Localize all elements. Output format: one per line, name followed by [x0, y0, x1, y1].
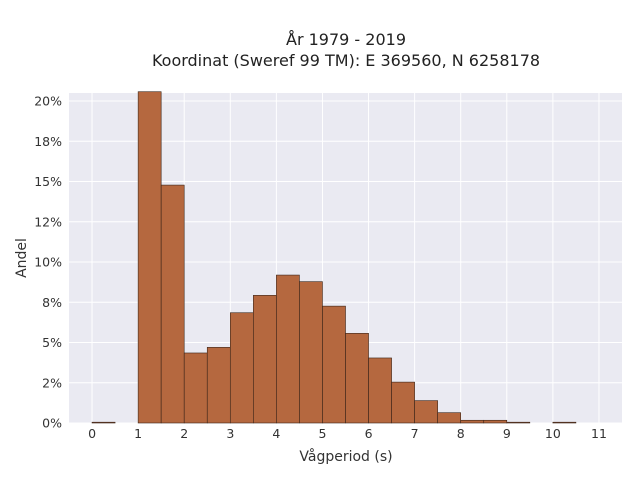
x-tick-label-0: 0 — [88, 426, 96, 441]
y-tick-label-1: 2% — [42, 375, 62, 390]
bar-7 — [276, 274, 300, 424]
x-axis-label: Vågperiod (s) — [299, 448, 392, 465]
x-tick-label-1: 1 — [134, 426, 142, 441]
bars — [91, 91, 577, 424]
x-tick-label-6: 6 — [365, 426, 373, 441]
bar-4 — [206, 347, 231, 424]
bar-15 — [460, 419, 485, 424]
x-tick-label-8: 8 — [457, 426, 465, 441]
y-tick-label-4: 10% — [34, 255, 62, 270]
bar-1 — [137, 91, 162, 424]
y-axis-label: Andel — [14, 238, 30, 278]
x-axis-ticks: 0 1 2 3 4 5 6 7 8 9 10 11 — [88, 426, 607, 441]
chart-subtitle: Koordinat (Sweref 99 TM): E 369560, N 62… — [152, 51, 540, 70]
y-tick-label-7: 18% — [34, 134, 62, 149]
x-tick-label-9: 9 — [503, 426, 511, 441]
y-tick-label-5: 12% — [34, 214, 62, 229]
x-tick-label-7: 7 — [411, 426, 419, 441]
x-tick-label-11: 11 — [591, 426, 607, 441]
y-axis-ticks: 0% 2% 5% 8% 10% 12% 15% 18% 20% — [34, 94, 62, 431]
chart-title: År 1979 - 2019 — [286, 30, 406, 49]
bar-3 — [183, 352, 208, 424]
bar-16 — [483, 419, 508, 424]
bar-14 — [437, 412, 462, 424]
x-tick-label-3: 3 — [226, 426, 234, 441]
y-tick-label-3: 8% — [42, 295, 62, 310]
bar-18 — [552, 421, 577, 424]
y-tick-label-6: 15% — [34, 174, 62, 189]
bar-17 — [506, 421, 531, 424]
y-tick-label-0: 0% — [42, 416, 62, 431]
x-tick-label-10: 10 — [545, 426, 561, 441]
bar-11 — [368, 357, 392, 424]
bar-13 — [414, 400, 438, 424]
x-tick-label-2: 2 — [180, 426, 188, 441]
bar-5 — [229, 312, 254, 424]
x-tick-label-4: 4 — [272, 426, 280, 441]
bar-12 — [391, 381, 415, 424]
bar-9 — [322, 305, 346, 424]
bar-8 — [299, 281, 323, 424]
bar-0 — [91, 421, 116, 424]
bar-6 — [253, 295, 277, 424]
bar-10 — [345, 333, 369, 424]
y-tick-label-8: 20% — [34, 94, 62, 109]
x-tick-label-5: 5 — [318, 426, 326, 441]
y-tick-label-2: 5% — [42, 335, 62, 350]
bar-2 — [160, 184, 185, 424]
